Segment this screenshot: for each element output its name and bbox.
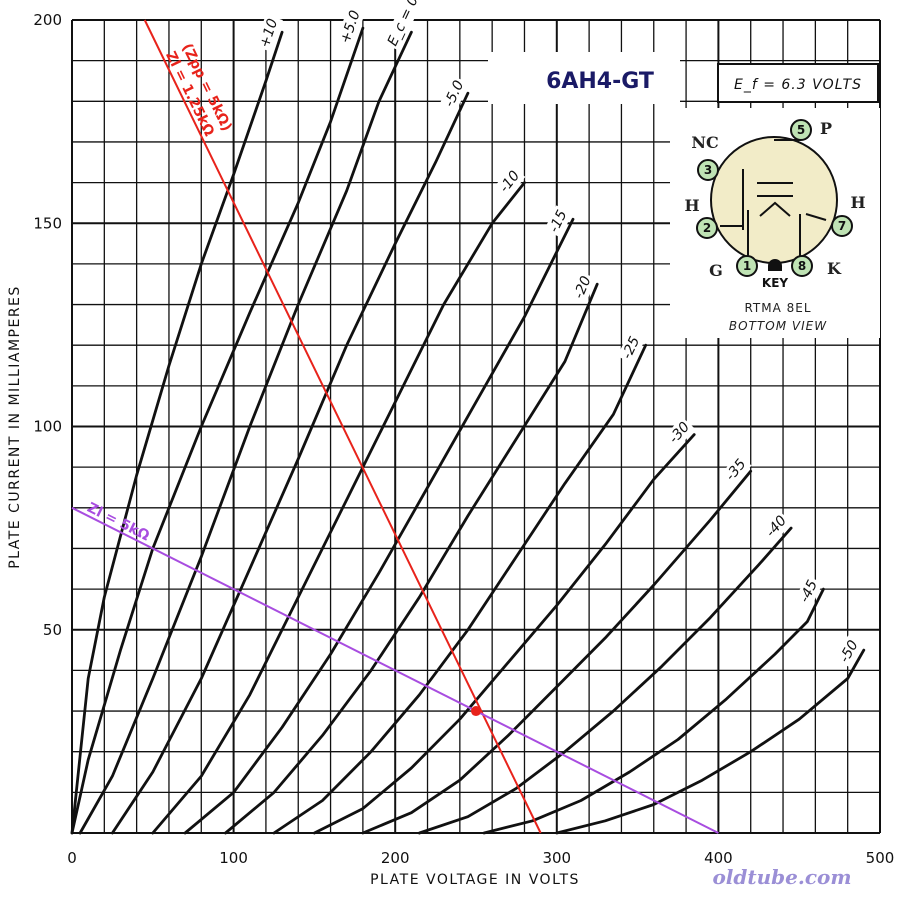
tube-base-circle <box>710 136 838 264</box>
curve-label-bg <box>569 271 597 304</box>
y-tick-label: 100 <box>33 418 62 436</box>
plate-curve <box>183 217 575 835</box>
plate-curve <box>555 648 866 835</box>
load-line <box>71 506 719 834</box>
x-tick-label: 100 <box>219 849 248 867</box>
base-caption: RTMA 8EL <box>744 301 811 315</box>
plate-curve <box>482 587 825 835</box>
operating-point <box>471 706 481 717</box>
load-line-label: Zl = 5kΩ <box>85 500 152 545</box>
key-icon <box>768 259 782 271</box>
axis-ticks: 0 100 200 300 400 500 50 100 150 200 <box>33 11 894 867</box>
curve-label: -40 <box>763 513 790 541</box>
view-caption: BOTTOM VIEW <box>729 319 827 333</box>
tube-title: 6AH4-GT <box>546 69 654 94</box>
plate-curve <box>417 526 793 835</box>
curve-label: -30 <box>666 419 693 447</box>
pin-circle <box>696 217 718 239</box>
x-tick-label: 300 <box>542 849 571 867</box>
curve-label-bg <box>255 14 283 53</box>
watermark: oldtube.com <box>712 865 851 889</box>
plate-curve <box>151 181 526 835</box>
x-axis-label: PLATE VOLTAGE IN VOLTS <box>370 872 580 888</box>
plate-curve <box>111 91 470 835</box>
key-label: KEY <box>762 276 788 290</box>
plate-curve <box>272 343 648 835</box>
grid <box>71 19 881 834</box>
plate-curve <box>78 30 413 835</box>
plate-curve <box>70 26 365 835</box>
curve-label-bg <box>663 416 696 449</box>
pin-circle <box>790 119 812 141</box>
curve-label-bg <box>439 75 470 112</box>
pin-circle <box>697 159 719 181</box>
heater-note: E_f = 6.3 VOLTS <box>734 77 862 93</box>
x-tick-label: 500 <box>866 849 895 867</box>
pin-name: P <box>820 119 832 138</box>
pin-name: G <box>709 261 723 280</box>
pin-number: 1 <box>743 259 751 273</box>
curve-label-bg <box>617 331 646 364</box>
heater-box <box>717 63 879 103</box>
curve-label: -35 <box>723 456 750 484</box>
curve-label-bg <box>382 0 445 51</box>
plate-curve <box>70 30 284 835</box>
pin-number: 5 <box>797 123 805 137</box>
pin-circle <box>831 215 853 237</box>
pin-number: 3 <box>704 163 712 177</box>
y-axis-label: PLATE CURRENT IN MILLIAMPERES <box>7 285 23 569</box>
x-tick-label: 200 <box>381 849 410 867</box>
pin-name: H <box>850 193 865 212</box>
load-line <box>143 19 542 834</box>
pin-number: 2 <box>703 221 711 235</box>
curve-label: E_c = 0 VOLTS <box>385 0 443 49</box>
plate-curve <box>224 282 599 835</box>
y-tick-label: 50 <box>43 621 62 639</box>
pin-circle <box>791 255 813 277</box>
pin-name: K <box>827 259 842 278</box>
pin-number: 8 <box>798 259 806 273</box>
curve-label-bg <box>720 453 752 487</box>
curve-label-bg <box>794 575 823 608</box>
pin-name: H <box>684 196 699 215</box>
curve-label-bg <box>335 6 366 48</box>
y-tick-label: 200 <box>33 11 62 29</box>
pin-name: NC <box>691 133 718 152</box>
title-box <box>488 52 680 104</box>
curve-label-bg <box>544 205 573 238</box>
x-tick-label: 400 <box>704 849 733 867</box>
curve-label-bg <box>760 510 793 543</box>
plate-curve <box>312 433 696 835</box>
y-tick-label: 150 <box>33 214 62 232</box>
curve-label: -10 <box>496 168 523 196</box>
plate-curve <box>361 469 753 835</box>
pin-number: 7 <box>838 219 846 233</box>
pin-circle <box>736 255 758 277</box>
curve-label-bg <box>494 165 526 198</box>
x-tick-label: 0 <box>67 849 77 867</box>
curve-label-bg <box>834 635 864 668</box>
